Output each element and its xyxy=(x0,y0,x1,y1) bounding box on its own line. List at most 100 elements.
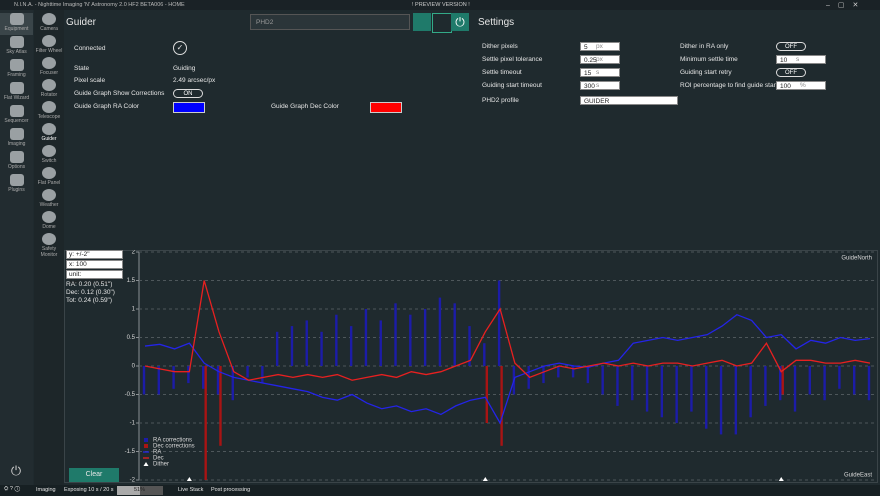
setting-input[interactable]: 5 xyxy=(580,42,620,51)
y-tick-label: -0.5 xyxy=(125,392,136,398)
nav-label: Sequencer xyxy=(4,118,29,124)
setting-input[interactable]: 15 xyxy=(580,68,620,77)
equipment-icon xyxy=(42,211,56,223)
dec-color-swatch[interactable] xyxy=(370,102,402,113)
nav-item[interactable]: Plugins xyxy=(0,174,33,196)
setting-input[interactable]: 0.25 xyxy=(580,55,620,64)
correction-bar xyxy=(571,366,575,378)
ra-color-swatch[interactable] xyxy=(173,102,205,113)
equipment-item[interactable]: Dome xyxy=(34,211,64,232)
label: Guide Graph RA Color xyxy=(74,103,140,110)
equipment-item[interactable]: Rotator xyxy=(34,79,64,100)
status-text: Post processing xyxy=(211,487,251,493)
nav-item[interactable]: Framing xyxy=(0,59,33,81)
nav-icon xyxy=(9,151,24,163)
correction-bar xyxy=(853,366,856,395)
label: Guide Graph Dec Color xyxy=(271,103,339,110)
setting-label: Settle timeout xyxy=(482,69,522,76)
legend-label: RA xyxy=(153,450,161,456)
correction-bar xyxy=(320,331,323,366)
equipment-icon xyxy=(42,167,56,179)
correction-bar xyxy=(468,326,471,366)
setting-label: Dither in RA only xyxy=(680,43,729,50)
equipment-label: Camera xyxy=(40,26,58,32)
toggle[interactable]: ON xyxy=(173,89,203,98)
correction-bar xyxy=(749,366,752,418)
y-tick-label: 1.5 xyxy=(127,278,136,284)
rms-text: Dec: 0.12 (0.30") xyxy=(66,289,115,296)
nav-item[interactable]: Options xyxy=(0,151,33,173)
correction-bar xyxy=(690,366,693,412)
correction-bar xyxy=(719,366,723,435)
equipment-label: Dome xyxy=(42,224,56,230)
settings-button[interactable] xyxy=(413,13,431,31)
setting-input[interactable]: 10 xyxy=(776,55,826,64)
equipment-item[interactable]: Flat Panel xyxy=(34,167,64,188)
device-select[interactable]: PHD2 xyxy=(250,14,410,30)
status-text: Exposing 10 s / 20 s xyxy=(64,487,114,493)
correction-bar xyxy=(586,366,590,384)
window-controls[interactable]: –▢✕ xyxy=(826,2,867,9)
equipment-icon xyxy=(42,233,56,245)
profile-select[interactable]: GUIDER xyxy=(580,96,678,105)
setting-input[interactable]: 100 xyxy=(776,81,826,90)
equipment-item[interactable]: Switch xyxy=(34,145,64,166)
equipment-icon xyxy=(42,145,56,157)
value: Guiding xyxy=(173,65,196,72)
dither-marker xyxy=(186,477,192,481)
nav-item[interactable]: Imaging xyxy=(0,128,33,150)
toggle[interactable]: OFF xyxy=(776,42,806,51)
y-tick-label: -1 xyxy=(130,421,136,427)
power-icon[interactable]: ⏻ xyxy=(10,463,22,478)
clear-button[interactable]: Clear xyxy=(69,468,119,482)
correction-bar xyxy=(364,309,368,366)
correction-bar xyxy=(616,366,619,406)
label: PHD2 profile xyxy=(482,97,519,104)
correction-bar xyxy=(157,366,160,395)
correction-bar xyxy=(305,320,308,366)
equipment-label: Focuser xyxy=(39,70,59,76)
correction-bar xyxy=(781,366,784,395)
graph-select[interactable]: y: +/-2" xyxy=(66,250,123,259)
equipment-label: Telescope xyxy=(37,114,61,120)
setting-label: ROI percentage to find guide star xyxy=(680,82,776,89)
nav-item[interactable]: Equipment xyxy=(0,13,33,35)
status-text: Live Stack xyxy=(178,487,204,493)
equipment-item[interactable]: Focuser xyxy=(34,57,64,78)
correction-bar xyxy=(231,366,234,401)
rms-text: Tot: 0.24 (0.59") xyxy=(66,297,113,304)
correction-bar xyxy=(542,366,545,384)
equipment-label: Weather xyxy=(39,202,59,208)
equipment-item[interactable]: Guider xyxy=(34,123,64,144)
setting-input[interactable]: 300 xyxy=(580,81,620,90)
graph-select[interactable]: x: 100 xyxy=(66,260,123,269)
status-text: Imaging xyxy=(36,487,56,493)
y-tick-label: -1.5 xyxy=(125,449,136,455)
nav-label: Imaging xyxy=(7,141,26,147)
connect-button[interactable]: ⏻ xyxy=(451,13,469,31)
correction-bar xyxy=(631,366,634,401)
nav-item[interactable]: Flat Wizard xyxy=(0,82,33,104)
label: Guide Graph Show Corrections xyxy=(74,90,165,97)
equipment-item[interactable]: Safety Monitor xyxy=(34,233,64,258)
refresh-button[interactable] xyxy=(432,13,452,33)
nav-item[interactable]: Sky Atlas xyxy=(0,36,33,58)
correction-bar xyxy=(675,366,678,423)
status-icons[interactable]: ⛭ ? ⓘ xyxy=(4,486,21,492)
correction-bar xyxy=(838,366,841,389)
title-bar: N.I.N.A. - Nighttime Imaging 'N' Astrono… xyxy=(0,0,880,10)
graph-select[interactable]: unit: ARCSECOND xyxy=(66,270,123,286)
toggle[interactable]: OFF xyxy=(776,68,806,77)
setting-unit: px xyxy=(596,43,603,50)
legend-label: Dec xyxy=(153,456,164,462)
nav-item[interactable]: Sequencer xyxy=(0,105,33,127)
correction-bar xyxy=(497,280,501,366)
equipment-item[interactable]: Filter Wheel xyxy=(34,35,64,56)
label: Connected xyxy=(74,45,106,52)
correction-bar xyxy=(216,366,220,395)
equipment-item[interactable]: Camera xyxy=(34,13,64,34)
correction-bar xyxy=(204,366,207,480)
equipment-item[interactable]: Telescope xyxy=(34,101,64,122)
correction-bar xyxy=(705,366,708,429)
equipment-item[interactable]: Weather xyxy=(34,189,64,210)
